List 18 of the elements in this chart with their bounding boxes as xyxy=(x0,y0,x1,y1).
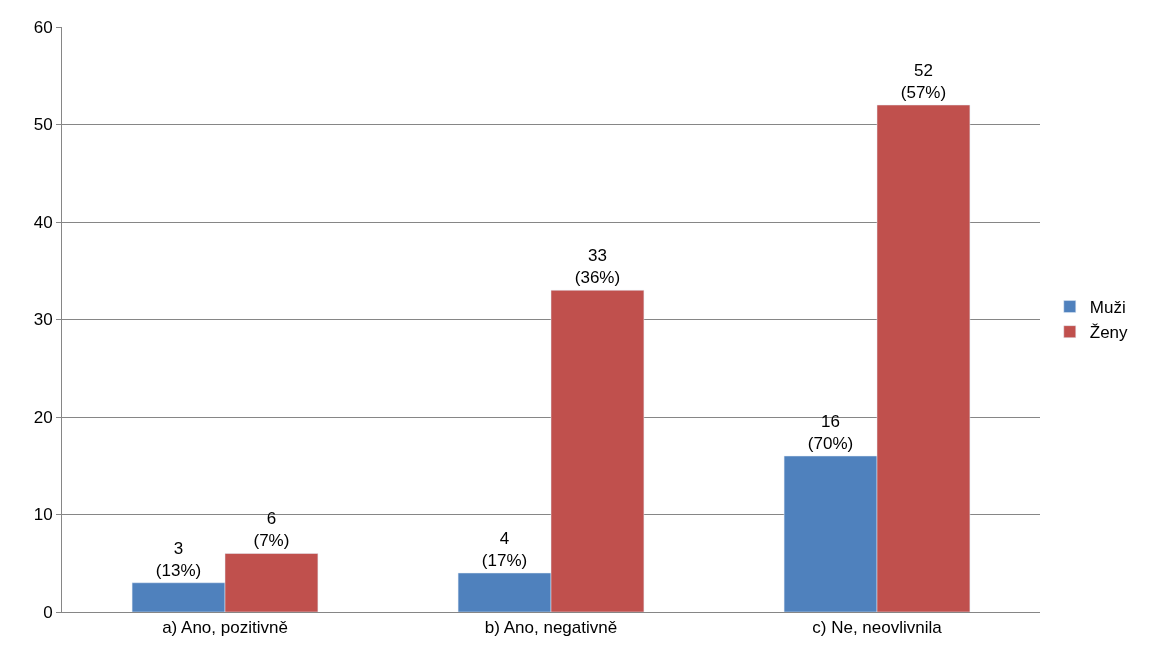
y-tick-label: 30 xyxy=(33,310,53,330)
data-label: 16 (70%) xyxy=(807,411,854,453)
y-tick-label: 50 xyxy=(33,115,53,135)
y-tick-label: 60 xyxy=(33,17,53,37)
y-tick-label: 0 xyxy=(43,602,53,622)
x-tick-label: b) Ano, negativně xyxy=(484,618,618,638)
data-label: 52 (57%) xyxy=(900,60,947,102)
y-tick-label: 40 xyxy=(33,212,53,232)
legend-label: Ženy xyxy=(1089,323,1129,343)
x-tick-label: a) Ano, pozitivně xyxy=(162,618,288,638)
y-tick-label: 20 xyxy=(33,407,53,427)
y-tick-label: 10 xyxy=(33,505,53,525)
data-label: 3 (13%) xyxy=(155,538,202,580)
data-label: 4 (17%) xyxy=(481,528,528,570)
legend-label: Muži xyxy=(1089,298,1126,318)
data-label: 6 (7%) xyxy=(253,509,290,551)
data-label: 33 (36%) xyxy=(574,246,621,288)
x-tick-label: c) Ne, neovlivnila xyxy=(812,618,943,638)
